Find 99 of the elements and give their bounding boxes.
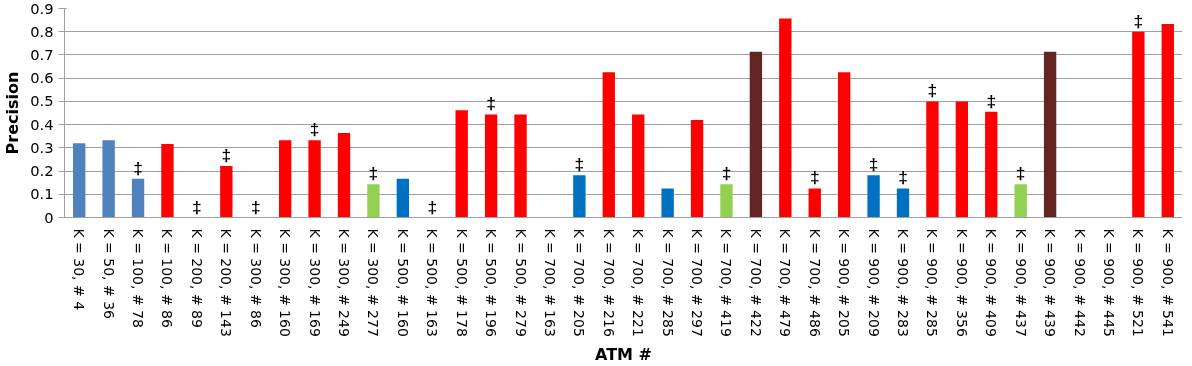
bar bbox=[308, 140, 321, 218]
y-tick-label: 0.1 bbox=[30, 185, 54, 203]
x-tick-label: K = 700, # 419 bbox=[718, 228, 735, 337]
x-tick-label: K = 900, # 285 bbox=[924, 228, 941, 337]
y-tick-label: 0 bbox=[44, 208, 54, 226]
bar bbox=[985, 111, 998, 218]
x-tick-label: K = 500, # 178 bbox=[453, 228, 470, 337]
x-tick-label: K = 700, # 163 bbox=[541, 228, 558, 337]
annotation: ‡ bbox=[192, 196, 202, 217]
bar bbox=[367, 184, 380, 218]
bar bbox=[278, 140, 292, 218]
y-tick-label: 0.4 bbox=[30, 115, 54, 133]
bar bbox=[632, 114, 645, 218]
bar bbox=[73, 143, 86, 218]
bar bbox=[749, 51, 763, 218]
x-tick-label: K = 30, # 4 bbox=[71, 228, 88, 311]
x-tick-label: K = 700, # 216 bbox=[600, 228, 617, 337]
bar bbox=[867, 175, 880, 218]
annotation: ‡ bbox=[721, 163, 732, 184]
x-tick-label: K = 700, # 221 bbox=[630, 228, 647, 337]
y-tick-label: 0.8 bbox=[30, 22, 54, 40]
x-tick-label: K = 200, # 143 bbox=[218, 228, 235, 337]
x-tick-label: K = 700, # 205 bbox=[571, 228, 588, 337]
bar bbox=[808, 188, 821, 218]
y-tick-label: 0.7 bbox=[30, 45, 54, 63]
x-tick-label: K = 700, # 479 bbox=[777, 228, 794, 337]
y-tick-label: 0.5 bbox=[30, 92, 54, 110]
y-tick-label: 0.6 bbox=[30, 69, 54, 87]
bar bbox=[102, 140, 115, 218]
bar bbox=[896, 188, 910, 218]
annotation: ‡ bbox=[1133, 10, 1144, 31]
bar bbox=[514, 114, 527, 218]
annotation: ‡ bbox=[986, 90, 997, 111]
annotation: ‡ bbox=[368, 163, 379, 184]
x-tick-label: K = 900, # 445 bbox=[1100, 228, 1117, 337]
annotation: ‡ bbox=[927, 80, 938, 101]
x-tick-label: K = 300, # 86 bbox=[247, 228, 264, 329]
x-tick-label: K = 900, # 356 bbox=[953, 228, 970, 337]
bar bbox=[396, 178, 410, 218]
x-tick-label: K = 900, # 521 bbox=[1130, 228, 1147, 337]
x-tick-label: K = 500, # 279 bbox=[512, 228, 529, 337]
bar bbox=[690, 119, 704, 218]
x-tick-label: K = 50, # 36 bbox=[100, 228, 117, 320]
x-tick-label: K = 500, # 163 bbox=[424, 228, 441, 337]
bar bbox=[1014, 184, 1027, 218]
y-axis-title: Precision bbox=[3, 71, 23, 155]
bar bbox=[337, 132, 351, 218]
y-tick-label: 0.9 bbox=[30, 0, 54, 17]
bar bbox=[484, 114, 498, 218]
x-tick-label: K = 500, # 196 bbox=[483, 228, 500, 337]
x-tick-label: K = 900, # 283 bbox=[895, 228, 911, 337]
x-tick-label: K = 700, # 422 bbox=[747, 228, 764, 337]
annotation: ‡ bbox=[250, 196, 261, 217]
bar bbox=[220, 165, 233, 218]
x-tick-label: K = 300, # 169 bbox=[306, 228, 323, 337]
x-tick-label: K = 200, # 89 bbox=[188, 228, 205, 328]
x-tick-label: K = 300, # 249 bbox=[336, 228, 352, 337]
annotation: ‡ bbox=[574, 154, 585, 175]
x-tick-label: K = 100, # 86 bbox=[159, 228, 176, 329]
bar bbox=[455, 110, 468, 218]
bar bbox=[720, 184, 733, 218]
bar bbox=[779, 18, 792, 218]
x-tick-label: K = 900, # 437 bbox=[1012, 228, 1029, 337]
annotation: ‡ bbox=[221, 144, 232, 165]
bar bbox=[926, 101, 939, 218]
bar bbox=[1043, 51, 1057, 218]
annotation: ‡ bbox=[809, 167, 820, 188]
x-tick-label: K = 100, # 78 bbox=[130, 228, 147, 328]
x-tick-label: K = 300, # 277 bbox=[365, 228, 382, 337]
x-tick-label: K = 300, # 160 bbox=[277, 228, 294, 337]
x-tick-label: K = 700, # 486 bbox=[806, 228, 823, 337]
x-tick-label: K = 700, # 285 bbox=[659, 228, 676, 337]
bar bbox=[837, 72, 851, 218]
annotation: ‡ bbox=[898, 167, 908, 188]
bar bbox=[1161, 24, 1174, 218]
annotation: ‡ bbox=[1015, 163, 1026, 184]
x-tick-label: K = 900, # 439 bbox=[1042, 228, 1059, 337]
x-tick-label: K = 700, # 297 bbox=[689, 228, 706, 337]
bar bbox=[573, 175, 586, 218]
y-tick-label: 0.3 bbox=[30, 138, 54, 156]
x-tick-label: K = 900, # 209 bbox=[865, 228, 882, 337]
x-tick-label: K = 900, # 409 bbox=[983, 228, 1000, 337]
bar bbox=[161, 144, 174, 218]
bar bbox=[602, 72, 615, 218]
bar bbox=[955, 101, 969, 218]
x-tick-label: K = 900, # 205 bbox=[836, 228, 853, 337]
y-tick-label: 0.2 bbox=[30, 162, 54, 180]
annotation: ‡ bbox=[427, 196, 438, 217]
bar bbox=[131, 178, 145, 218]
x-tick-label: K = 900, # 541 bbox=[1159, 228, 1176, 337]
x-tick-label: K = 500, # 160 bbox=[394, 228, 411, 337]
annotation: ‡ bbox=[486, 93, 496, 114]
x-tick-label: K = 900, # 442 bbox=[1071, 228, 1088, 337]
annotation: ‡ bbox=[133, 157, 143, 178]
annotation: ‡ bbox=[868, 154, 879, 175]
bar bbox=[1132, 31, 1145, 218]
bar bbox=[661, 188, 674, 218]
annotation: ‡ bbox=[309, 119, 320, 140]
x-axis-title: ATM # bbox=[595, 344, 652, 364]
